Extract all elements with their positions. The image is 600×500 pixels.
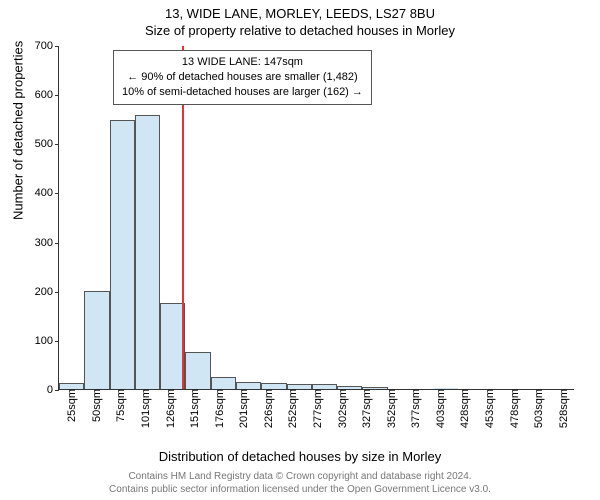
x-tick: 453sqm — [482, 389, 496, 428]
y-tick: 300 — [35, 237, 59, 249]
y-tick: 200 — [35, 286, 59, 298]
bar — [110, 120, 135, 389]
x-tick: 302sqm — [335, 389, 349, 428]
x-tick: 25sqm — [64, 389, 78, 422]
bar — [236, 382, 261, 389]
x-tick: 528sqm — [556, 389, 570, 428]
x-axis-label: Distribution of detached houses by size … — [0, 449, 600, 464]
x-tick: 75sqm — [113, 389, 127, 422]
x-tick: 50sqm — [89, 389, 103, 422]
callout-line-1: 13 WIDE LANE: 147sqm — [122, 55, 363, 70]
footer-line-1: Contains HM Land Registry data © Crown c… — [0, 471, 600, 484]
y-tick: 100 — [35, 335, 59, 347]
x-tick: 126sqm — [163, 389, 177, 428]
x-tick: 503sqm — [531, 389, 545, 428]
callout-line-3: 10% of semi-detached houses are larger (… — [122, 85, 363, 100]
y-tick: 600 — [35, 89, 59, 101]
footer-attribution: Contains HM Land Registry data © Crown c… — [0, 471, 600, 496]
page-title: 13, WIDE LANE, MORLEY, LEEDS, LS27 8BU — [0, 0, 600, 23]
x-tick: 403sqm — [433, 389, 447, 428]
page-subtitle: Size of property relative to detached ho… — [0, 23, 600, 42]
histogram-chart: 0100200300400500600700 25sqm50sqm75sqm10… — [58, 46, 574, 390]
x-tick: 277sqm — [310, 389, 324, 428]
x-tick: 428sqm — [457, 389, 471, 428]
callout-box: 13 WIDE LANE: 147sqm ← 90% of detached h… — [113, 50, 372, 105]
x-tick: 101sqm — [138, 389, 152, 428]
x-tick: 151sqm — [187, 389, 201, 428]
bar — [84, 291, 109, 389]
x-tick: 176sqm — [212, 389, 226, 428]
x-tick: 327sqm — [359, 389, 373, 428]
y-tick: 500 — [35, 138, 59, 150]
x-tick: 352sqm — [384, 389, 398, 428]
bar — [185, 352, 210, 389]
x-tick: 478sqm — [507, 389, 521, 428]
x-tick: 377sqm — [408, 389, 422, 428]
bar — [135, 115, 160, 389]
x-tick: 252sqm — [285, 389, 299, 428]
y-axis-label: Number of detached properties — [11, 41, 26, 220]
x-tick: 226sqm — [261, 389, 275, 428]
x-tick: 201sqm — [236, 389, 250, 428]
callout-line-2: ← 90% of detached houses are smaller (1,… — [122, 70, 363, 85]
footer-line-2: Contains public sector information licen… — [0, 484, 600, 497]
y-tick: 0 — [47, 384, 59, 396]
y-tick: 700 — [35, 40, 59, 52]
bar — [211, 377, 236, 389]
plot-area: 0100200300400500600700 25sqm50sqm75sqm10… — [58, 46, 574, 390]
y-tick: 400 — [35, 187, 59, 199]
